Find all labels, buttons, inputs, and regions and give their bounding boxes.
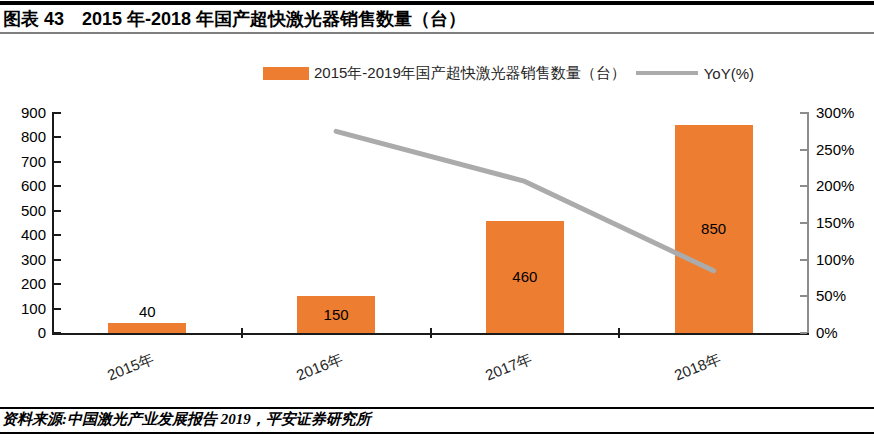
- category-axis-label: 2018年: [631, 350, 723, 401]
- source-top-rule: [0, 407, 874, 409]
- category-axis-label: 2015年: [65, 350, 157, 401]
- right-axis-tick-label: 250%: [816, 142, 872, 158]
- left-axis-tick-label: 500: [0, 203, 46, 219]
- category-axis-tick-mark: [241, 328, 243, 338]
- right-axis-tick-label: 300%: [816, 105, 872, 121]
- left-axis-tick-label: 700: [0, 154, 46, 170]
- category-axis-label: 2016年: [253, 350, 345, 401]
- left-axis-tick-mark: [54, 161, 61, 163]
- right-axis-tick-mark: [800, 185, 807, 187]
- right-axis-tick-mark: [800, 295, 807, 297]
- category-axis-tick-mark: [618, 328, 620, 338]
- left-axis-tick-label: 100: [0, 301, 46, 317]
- left-axis-tick-mark: [54, 259, 61, 261]
- category-axis-label: 2017年: [442, 350, 534, 401]
- sales-bar: [108, 323, 186, 333]
- left-axis-tick-label: 400: [0, 227, 46, 243]
- left-axis-tick-label: 0: [0, 325, 46, 341]
- left-axis-tick-mark: [54, 332, 61, 334]
- left-axis-tick-mark: [54, 136, 61, 138]
- category-axis-tick-mark: [430, 328, 432, 338]
- right-axis-tick-label: 100%: [816, 252, 872, 268]
- right-axis-tick-label: 50%: [816, 288, 872, 304]
- report-figure-page: 图表 432015 年-2018 年国产超快激光器销售数量（台） 2015年-2…: [0, 0, 874, 440]
- left-axis-tick-label: 800: [0, 129, 46, 145]
- left-axis-tick-label: 300: [0, 252, 46, 268]
- bar-data-label: 40: [108, 303, 186, 321]
- plot-area: 0 100 200 300 400 500 600 700 800 900 0% 50% 100% 150…: [0, 0, 874, 440]
- source-text: 资料来源:中国激光产业发展报告 2019，平安证券研究所: [2, 410, 371, 429]
- left-value-axis-line: [52, 112, 54, 335]
- right-value-axis-line: [807, 112, 809, 335]
- left-axis-tick-mark: [54, 283, 61, 285]
- bar-data-label: 850: [675, 220, 753, 238]
- left-axis-tick-mark: [54, 112, 61, 114]
- left-axis-tick-mark: [54, 210, 61, 212]
- source-bottom-rule: [0, 432, 874, 434]
- left-axis-tick-label: 200: [0, 276, 46, 292]
- right-axis-tick-label: 200%: [816, 178, 872, 194]
- right-axis-tick-mark: [800, 149, 807, 151]
- left-axis-tick-label: 900: [0, 105, 46, 121]
- bar-data-label: 460: [486, 268, 564, 286]
- right-axis-tick-label: 150%: [816, 215, 872, 231]
- left-axis-tick-mark: [54, 308, 61, 310]
- bar-data-label: 150: [297, 306, 375, 324]
- right-axis-tick-label: 0%: [816, 325, 872, 341]
- left-axis-tick-mark: [54, 234, 61, 236]
- right-axis-tick-mark: [800, 259, 807, 261]
- right-axis-tick-mark: [800, 332, 807, 334]
- left-axis-tick-label: 600: [0, 178, 46, 194]
- right-axis-tick-mark: [800, 112, 807, 114]
- right-axis-tick-mark: [800, 222, 807, 224]
- left-axis-tick-mark: [54, 185, 61, 187]
